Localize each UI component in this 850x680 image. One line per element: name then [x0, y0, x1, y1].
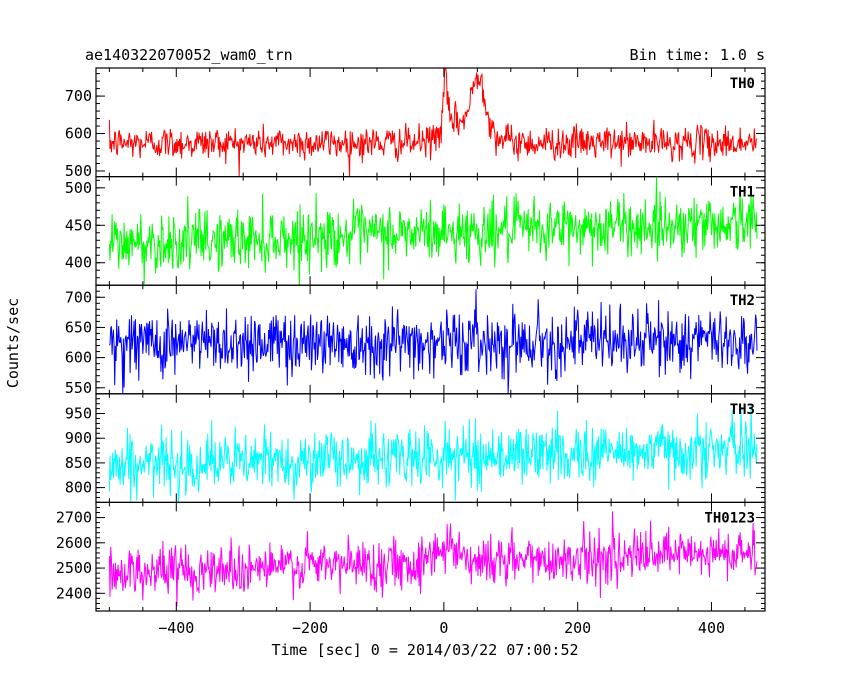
panel-th3: 800 850 900 950 TH3	[65, 393, 766, 503]
panel-th0123: 2400 2500 2600 2700 TH0123	[56, 501, 766, 612]
y-tick-label: 650	[65, 318, 92, 336]
y-tick-label: 2400	[56, 584, 92, 602]
x-tick-label: −200	[292, 619, 328, 637]
y-tick-label: 900	[65, 429, 92, 447]
panel-th2: 550 600 650 700 TH2	[65, 284, 766, 397]
x-tick-label: −400	[158, 619, 194, 637]
panels-group: 500 600 700 TH0 400 450 500 TH1 550 600 650 700 TH2 8…	[56, 67, 766, 612]
series-th3	[108, 405, 758, 503]
series-th2	[108, 289, 758, 394]
x-axis-title: Time [sec] 0 = 2014/03/22 07:00:52	[271, 641, 578, 659]
panel-th1: 400 450 500 TH1	[65, 176, 766, 286]
panel-label-th0123: TH0123	[704, 510, 755, 526]
y-tick-label: 700	[65, 87, 92, 105]
panel-label-th1: TH1	[730, 185, 755, 201]
y-tick-label: 950	[65, 405, 92, 423]
y-tick-label: 600	[65, 349, 92, 367]
y-tick-label: 800	[65, 479, 92, 497]
panel-label-th3: TH3	[730, 402, 755, 418]
y-tick-label: 2600	[56, 534, 92, 552]
y-tick-label: 700	[65, 288, 92, 306]
x-tick-label: 200	[564, 619, 591, 637]
y-tick-label: 600	[65, 125, 92, 143]
x-tick-label: 0	[439, 619, 448, 637]
series-th1	[108, 176, 758, 286]
bin-time-label: Bin time: 1.0 s	[630, 46, 765, 64]
y-tick-label: 400	[65, 254, 92, 272]
panel-frame	[95, 501, 766, 612]
y-tick-label: 850	[65, 454, 92, 472]
y-tick-label: 500	[65, 162, 92, 180]
panel-label-th2: TH2	[730, 293, 755, 309]
panel-th0: 500 600 700 TH0	[65, 67, 766, 180]
x-tick-label: 400	[698, 619, 725, 637]
chart-title: ae140322070052_wam0_trn	[85, 46, 293, 64]
panel-label-th0: TH0	[730, 76, 755, 92]
y-tick-label: 550	[65, 379, 92, 397]
y-axis-title: Counts/sec	[4, 298, 22, 388]
y-tick-label: 2500	[56, 559, 92, 577]
y-tick-label: 450	[65, 216, 92, 234]
series-th0	[108, 68, 758, 177]
y-tick-label: 2700	[56, 509, 92, 527]
series-th0123	[108, 511, 758, 607]
x-axis-ticks: −400 −200 0 200 400	[158, 619, 725, 637]
y-tick-label: 500	[65, 179, 92, 197]
